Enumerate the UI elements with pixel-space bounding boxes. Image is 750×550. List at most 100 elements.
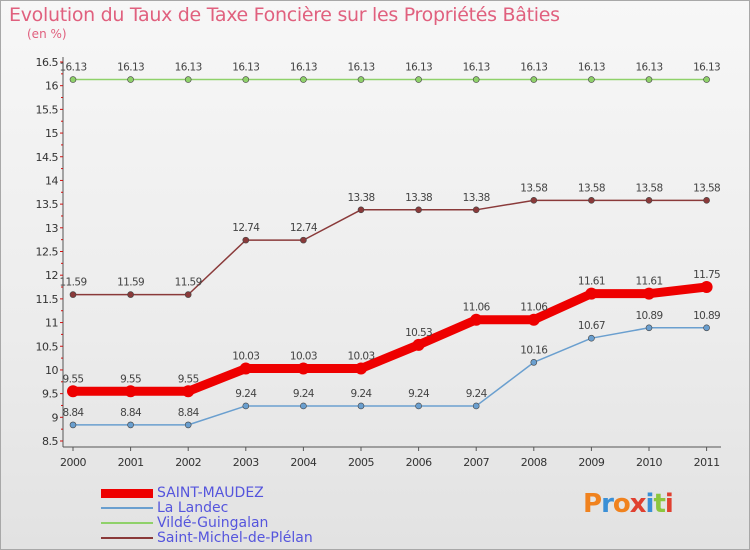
- data-point: [184, 76, 192, 83]
- x-tick-label: 2006: [406, 456, 432, 469]
- data-label: 9.24: [466, 388, 488, 400]
- data-label: 9.24: [408, 388, 430, 400]
- data-point: [67, 385, 79, 398]
- logo-letter: t: [653, 489, 665, 519]
- data-point: [588, 197, 595, 204]
- data-label: 16.13: [578, 62, 605, 74]
- x-tick-label: 2005: [348, 456, 374, 469]
- logo-letter: o: [612, 489, 631, 519]
- data-label: 16.13: [175, 62, 202, 74]
- data-label: 10.67: [578, 320, 605, 332]
- legend-label: SAINT-MAUDEZ: [157, 485, 264, 501]
- x-tick-label: 2001: [118, 456, 144, 469]
- data-point: [645, 324, 653, 332]
- data-label: 16.13: [290, 62, 317, 74]
- data-point: [643, 287, 655, 300]
- y-axis-unit: (en %): [27, 27, 67, 41]
- data-point: [184, 421, 192, 429]
- data-point: [588, 334, 595, 342]
- legend-item-saint-maudez[interactable]: SAINT-MAUDEZ: [101, 485, 264, 501]
- data-label: 10.03: [290, 351, 317, 363]
- data-label: 16.13: [635, 62, 662, 74]
- data-point: [527, 313, 540, 326]
- data-label: 11.06: [520, 302, 548, 314]
- data-label: 10.03: [347, 351, 374, 363]
- data-point: [700, 281, 713, 294]
- data-point: [472, 402, 480, 410]
- data-label: 10.89: [693, 310, 720, 322]
- series-line: [72, 199, 708, 296]
- data-point: [415, 76, 422, 83]
- data-label: 16.13: [117, 62, 144, 74]
- data-label: 12.74: [232, 222, 260, 234]
- data-point: [530, 197, 538, 204]
- data-point: [412, 338, 425, 351]
- y-tick-label: 12.5: [36, 246, 59, 259]
- data-point: [300, 236, 307, 244]
- data-label: 9.24: [235, 388, 257, 400]
- data-point: [588, 76, 595, 83]
- logo-letter: r: [601, 489, 614, 519]
- data-label: 13.58: [635, 182, 662, 194]
- data-label: 10.03: [232, 351, 259, 363]
- data-label: 12.74: [290, 222, 318, 234]
- data-point: [184, 291, 192, 298]
- y-tick-label: 9: [52, 411, 59, 424]
- data-label: 10.53: [405, 327, 432, 339]
- series-line: [68, 282, 712, 396]
- data-point: [69, 76, 77, 83]
- data-point: [124, 385, 137, 398]
- data-label: 13.58: [693, 182, 720, 194]
- data-label: 16.13: [693, 62, 720, 74]
- data-label: 9.24: [293, 388, 315, 400]
- data-point: [300, 76, 307, 83]
- data-label: 11.59: [117, 277, 144, 289]
- data-point: [357, 206, 365, 214]
- x-tick-label: 2011: [694, 456, 720, 469]
- data-point: [69, 291, 77, 298]
- data-point: [300, 402, 307, 410]
- data-label: 16.13: [232, 62, 259, 74]
- y-tick-label: 10: [45, 364, 58, 377]
- data-label: 13.38: [347, 192, 374, 204]
- y-tick-label: 16: [45, 80, 58, 93]
- data-point: [703, 76, 710, 83]
- legend-swatch: [101, 507, 153, 509]
- data-point: [472, 206, 480, 214]
- y-tick-label: 11: [45, 317, 58, 330]
- series-line: [72, 327, 708, 426]
- data-point: [127, 76, 134, 83]
- data-point: [472, 76, 480, 83]
- x-tick-label: 2000: [60, 456, 86, 469]
- y-tick-label: 12: [45, 269, 58, 282]
- data-label: 16.13: [59, 62, 86, 74]
- data-point: [530, 76, 538, 83]
- proxiti-logo: Proxiti: [583, 489, 674, 519]
- legend-item-la-landec[interactable]: La Landec: [101, 500, 228, 516]
- data-label: 11.59: [175, 277, 202, 289]
- chart-title: Evolution du Taux de Taxe Foncière sur l…: [9, 4, 560, 26]
- data-point: [242, 402, 250, 410]
- data-label: 9.24: [351, 388, 373, 400]
- data-label: 10.16: [520, 344, 548, 356]
- logo-letter: i: [664, 489, 674, 519]
- data-label: 16.13: [463, 62, 490, 74]
- legend-swatch: [101, 488, 153, 498]
- data-point: [127, 421, 134, 429]
- legend-item-vilde-guingalan[interactable]: Vildé-Guingalan: [101, 515, 268, 531]
- y-tick-label: 14: [45, 174, 58, 187]
- data-point: [297, 362, 310, 375]
- data-point: [355, 362, 367, 375]
- data-point: [127, 291, 134, 298]
- data-point: [69, 421, 77, 429]
- x-tick-label: 2003: [233, 456, 259, 469]
- data-point: [703, 324, 710, 332]
- data-point: [703, 197, 710, 204]
- y-tick-label: 15.5: [36, 103, 59, 116]
- x-tick-label: 2008: [521, 456, 547, 469]
- data-label: 16.13: [347, 62, 374, 74]
- data-point: [182, 385, 195, 398]
- x-tick-label: 2010: [636, 456, 662, 469]
- legend-item-saint-michel-de-plelan[interactable]: Saint-Michel-de-Plélan: [101, 530, 313, 546]
- data-point: [357, 76, 365, 83]
